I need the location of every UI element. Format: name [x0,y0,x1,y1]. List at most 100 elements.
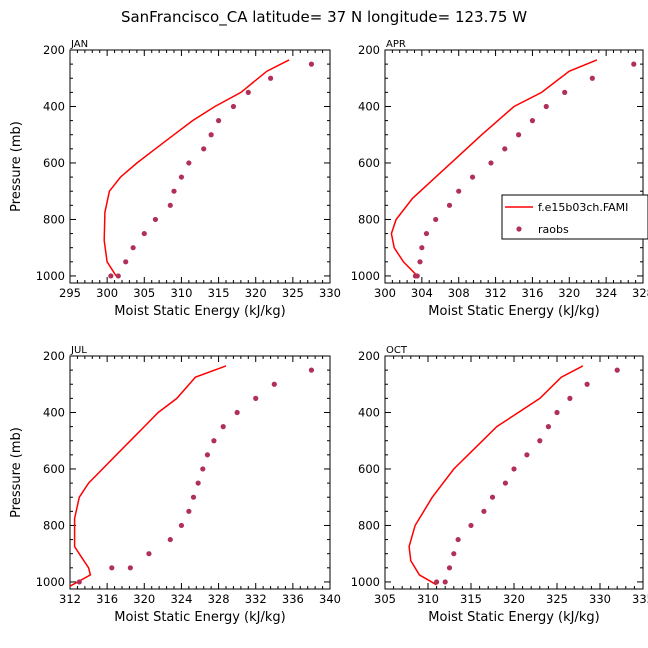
y-tick-label: 200 [358,43,380,57]
x-tick-label: 320 [503,592,525,606]
y-tick-label: 400 [43,405,65,419]
obs-point [208,132,214,138]
y-tick-label: 800 [43,212,65,226]
y-tick-label: 200 [43,43,65,57]
y-tick-label: 400 [43,99,65,113]
x-tick-label: 340 [319,592,341,606]
y-tick-label: 600 [358,462,380,476]
legend-obs-marker [516,226,522,232]
obs-point [502,146,508,152]
legend-obs-label: raobs [538,223,569,236]
panel-label: APR [386,39,406,50]
obs-point [423,230,430,237]
obs-point [545,424,552,430]
obs-point [417,259,423,265]
y-tick-label: 800 [358,518,380,532]
model-profile-line [103,59,290,277]
x-tick-label: 308 [448,286,470,300]
obs-point [230,103,237,110]
obs-point [201,146,207,152]
x-axis-label: Moist Static Energy (kJ/kg) [428,610,599,625]
obs-point [245,89,251,95]
obs-point [414,273,420,279]
x-tick-label: 325 [282,286,304,300]
plot-frame [69,49,331,284]
panels: 295 300 305 310 315 320 325 330 200 400 600 800 1000… [9,39,648,625]
x-tick-label: 328 [632,286,648,300]
obs-point [130,245,136,251]
model-profile-line [408,365,584,586]
obs-point [419,245,425,251]
obs-point [516,132,522,138]
obs-point [434,579,440,585]
x-tick-label: 325 [546,592,568,606]
obs-point [537,438,543,444]
obs-point [456,188,462,194]
obs-point [200,466,206,472]
obs-point [451,551,457,557]
obs-point [115,273,121,279]
y-tick-label: 400 [358,99,380,113]
obs-point [186,160,192,166]
x-tick-label: 295 [59,286,81,300]
y-tick-label: 200 [43,349,65,363]
x-tick-label: 305 [133,286,155,300]
obs-point [178,522,185,529]
obs-point [308,367,315,373]
obs-point [489,494,496,500]
y-tick-label: 400 [358,405,380,419]
y-tick-label: 600 [43,462,65,476]
y-tick-label: 800 [358,212,380,226]
x-tick-label: 328 [208,592,230,606]
obs-point [215,118,222,124]
model-profile-line [390,59,598,277]
x-tick-label: 330 [589,592,611,606]
legend-box [501,194,648,240]
y-axis-label: Pressure (mb) [9,427,24,518]
obs-point [481,508,487,514]
x-tick-label: 330 [319,286,341,300]
x-tick-label: 312 [59,592,81,606]
obs-point [123,259,129,265]
legend-model-label: f.e15b03ch.FAMI [538,201,628,214]
obs-point [141,230,147,237]
x-tick-label: 320 [558,286,580,300]
obs-point [267,75,274,81]
y-tick-label: 1000 [36,575,65,589]
y-tick-label: 600 [358,156,380,170]
x-tick-label: 315 [460,592,482,606]
obs-point [502,480,508,486]
panel-label: OCT [386,345,408,356]
y-tick-label: 800 [43,518,65,532]
obs-point [204,452,211,458]
legend: f.e15b03ch.FAMI raobs [501,194,648,240]
x-tick-label: 310 [417,592,439,606]
obs-point [468,522,474,529]
x-tick-label: 304 [411,286,433,300]
x-tick-label: 316 [96,592,118,606]
obs-point [446,565,453,571]
panel-apr: 300 304 308 312 316 320 324 328 200 400 600 800 1000… [351,39,648,319]
x-axis-label: Moist Static Energy (kJ/kg) [114,304,285,319]
x-tick-label: 315 [208,286,230,300]
x-tick-label: 300 [96,286,118,300]
plot-frame [384,49,644,284]
obs-point [589,75,595,81]
obs-point [211,438,217,444]
obs-point [469,174,476,180]
obs-point [308,61,315,67]
obs-point [146,551,152,557]
obs-point [271,381,277,387]
obs-point [220,424,226,430]
x-tick-label: 320 [133,592,155,606]
obs-point [234,409,240,416]
x-axis-label: Moist Static Energy (kJ/kg) [114,610,285,625]
obs-point [446,202,453,208]
obs-point [76,579,82,585]
figure-title: SanFrancisco_CA latitude= 37 N longitude… [121,8,527,27]
obs-point [488,160,494,166]
x-tick-label: 335 [632,592,648,606]
obs-point [127,565,133,571]
